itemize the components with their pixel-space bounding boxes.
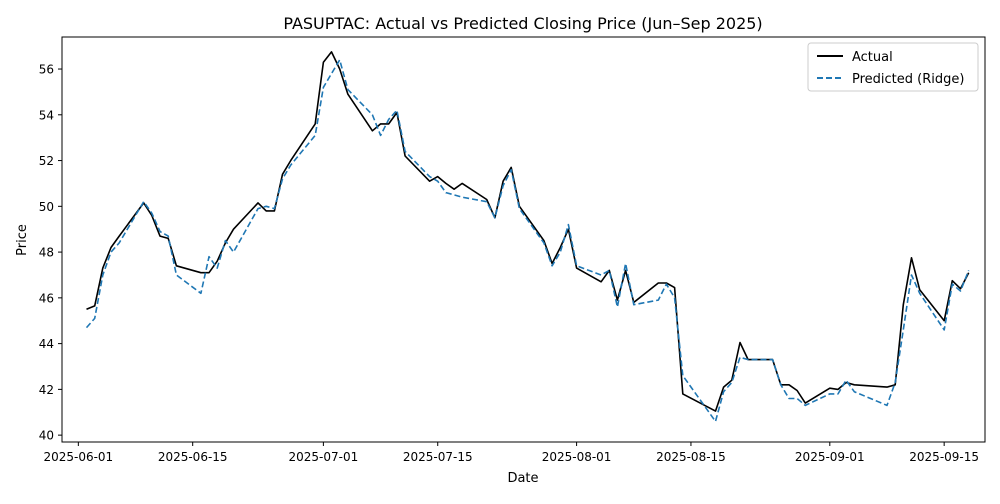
y-tick-label: 56 — [39, 63, 54, 77]
legend: Actual Predicted (Ridge) — [808, 43, 978, 91]
y-tick-label: 48 — [39, 246, 54, 260]
chart-title: PASUPTAC: Actual vs Predicted Closing Pr… — [283, 14, 762, 33]
y-tick-label: 46 — [39, 291, 54, 305]
x-axis-label: Date — [507, 471, 538, 486]
y-tick-label: 50 — [39, 200, 54, 214]
x-tick-label: 2025-07-01 — [289, 450, 359, 464]
x-tick-label: 2025-07-15 — [403, 450, 473, 464]
x-tick-label: 2025-09-01 — [795, 450, 865, 464]
x-tick-label: 2025-08-15 — [656, 450, 726, 464]
x-tick-label: 2025-06-01 — [43, 450, 113, 464]
y-tick-label: 40 — [39, 429, 54, 443]
legend-label-actual: Actual — [852, 50, 893, 65]
x-tick-label: 2025-08-01 — [542, 450, 612, 464]
y-axis-label: Price — [15, 224, 30, 256]
x-tick-label: 2025-09-15 — [909, 450, 979, 464]
y-tick-label: 44 — [39, 337, 54, 351]
y-tick-label: 42 — [39, 383, 54, 397]
y-tick-label: 54 — [39, 108, 54, 122]
legend-label-predicted: Predicted (Ridge) — [852, 72, 964, 87]
y-tick-label: 52 — [39, 154, 54, 168]
x-tick-label: 2025-06-15 — [158, 450, 228, 464]
